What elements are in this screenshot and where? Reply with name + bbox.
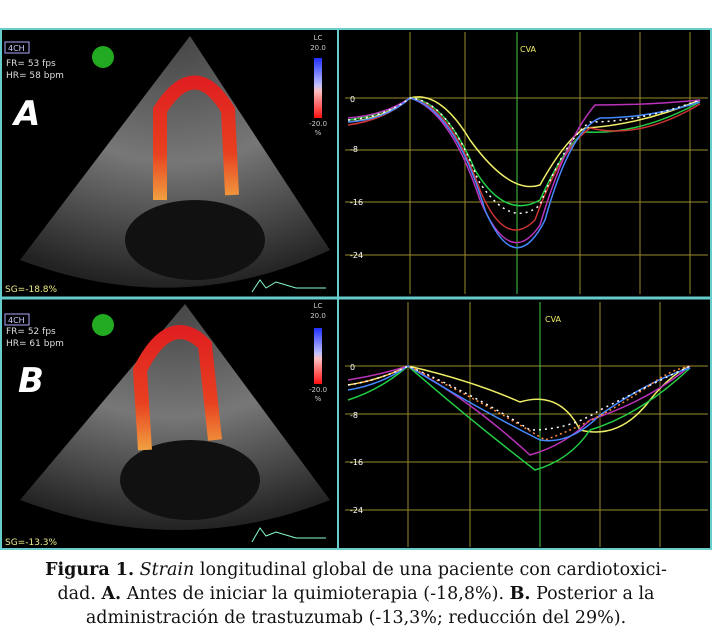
caption-text: administración de trastuzumab (-13,3%; r… bbox=[85, 608, 627, 628]
caption-label: Figura 1. bbox=[45, 560, 135, 580]
caption-text: dad. bbox=[57, 584, 96, 604]
scale-min: -20.0 bbox=[309, 120, 327, 128]
event-label: CVA bbox=[545, 315, 562, 324]
caption-text: Antes de iniciar la quimioterapia (-18,8… bbox=[126, 584, 505, 604]
figure: 4CH FR= 53 fps HR= 58 bpm A LC 20.0 -20.… bbox=[0, 28, 712, 550]
heart-rate: HR= 61 bpm bbox=[6, 339, 64, 349]
view-label: 4CH bbox=[8, 44, 25, 53]
caption-line: administración de trastuzumab (-13,3%; r… bbox=[0, 606, 712, 630]
frame-rate: FR= 52 fps bbox=[6, 327, 56, 337]
y-label: -8 bbox=[350, 411, 358, 420]
figure-caption: Figura 1. Strain longitudinal global de … bbox=[0, 558, 712, 630]
y-label: 0 bbox=[350, 363, 355, 372]
y-label: -16 bbox=[350, 198, 363, 207]
color-scale bbox=[314, 328, 322, 384]
strain-curve-mean bbox=[347, 97, 701, 214]
frame-rate: FR= 53 fps bbox=[6, 59, 56, 69]
scale-max: 20.0 bbox=[310, 312, 326, 320]
echo-chamber bbox=[120, 440, 260, 520]
echo-a: 4CH FR= 53 fps HR= 58 bpm A LC 20.0 -20.… bbox=[4, 34, 330, 295]
global-strain: SG=-18.8% bbox=[5, 285, 58, 295]
view-box bbox=[4, 313, 30, 326]
logo bbox=[92, 314, 114, 336]
caption-text: Posterior a la bbox=[536, 584, 655, 604]
myocardium-strain bbox=[153, 75, 239, 200]
ecg bbox=[251, 527, 326, 543]
heart-rate: HR= 58 bpm bbox=[6, 71, 64, 81]
strain-curve bbox=[347, 365, 691, 471]
strain-curve bbox=[347, 365, 691, 442]
logo bbox=[92, 46, 114, 68]
view-box bbox=[4, 41, 30, 54]
caption-line: dad. A. Antes de iniciar la quimioterapi… bbox=[0, 582, 712, 606]
echo-b: 4CH FR= 52 fps HR= 61 bpm B LC 20.0 -20.… bbox=[4, 302, 330, 548]
view-label: 4CH bbox=[8, 316, 25, 325]
strain-chart-a: 0 -8 -16 -24 CVA bbox=[345, 32, 708, 294]
echo-chamber bbox=[125, 200, 265, 280]
scale-title: LC bbox=[314, 302, 323, 310]
scale-unit: % bbox=[315, 129, 322, 137]
myocardium-strain bbox=[132, 325, 222, 451]
caption-line: Figura 1. Strain longitudinal global de … bbox=[0, 558, 712, 582]
strain-curve bbox=[347, 365, 691, 456]
y-label: 0 bbox=[350, 95, 355, 104]
strain-chart-b: 0 -8 -16 -24 CVA bbox=[345, 302, 708, 547]
event-label: CVA bbox=[520, 45, 537, 54]
figure-border bbox=[0, 28, 712, 550]
caption-italic: Strain bbox=[139, 560, 195, 580]
ecg bbox=[251, 279, 326, 293]
panel-letter: B bbox=[18, 361, 44, 401]
y-label: -8 bbox=[350, 145, 358, 154]
caption-label: B. bbox=[509, 584, 531, 604]
global-strain: SG=-13.3% bbox=[5, 538, 58, 548]
panel-letter: A bbox=[11, 94, 40, 134]
y-label: -24 bbox=[350, 506, 363, 515]
strain-curve-mean bbox=[347, 365, 691, 431]
scale-unit: % bbox=[315, 395, 322, 403]
y-label: -24 bbox=[350, 251, 363, 260]
caption-label: A. bbox=[101, 584, 122, 604]
caption-text: longitudinal global de una paciente con … bbox=[199, 560, 667, 580]
scale-min: -20.0 bbox=[309, 386, 327, 394]
y-label: -16 bbox=[350, 458, 363, 467]
scale-max: 20.0 bbox=[310, 44, 326, 52]
color-scale bbox=[314, 58, 322, 118]
scale-title: LC bbox=[314, 34, 323, 42]
